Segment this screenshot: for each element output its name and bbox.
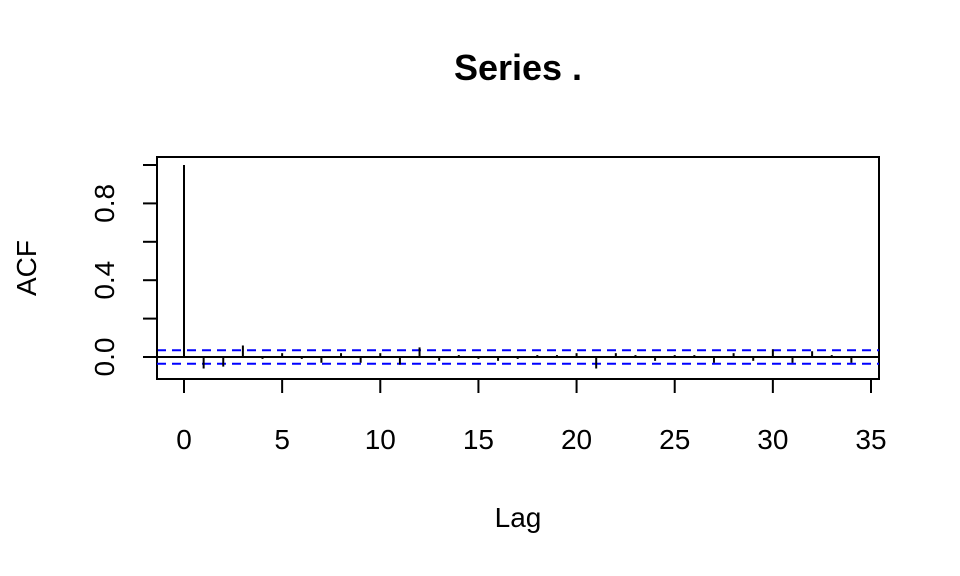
confidence-bounds (157, 349, 879, 365)
x-tick-label-20: 20 (561, 424, 592, 455)
y-axis-title: ACF (11, 240, 42, 296)
x-tick-label-30: 30 (757, 424, 788, 455)
x-tick-label-15: 15 (463, 424, 494, 455)
x-axis-title: Lag (495, 502, 542, 533)
y-tick-label-0.0: 0.0 (89, 338, 120, 377)
x-tick-label-5: 5 (274, 424, 290, 455)
x-tick-label-0: 0 (176, 424, 192, 455)
y-tick-label-0.4: 0.4 (89, 261, 120, 300)
x-tick-label-35: 35 (855, 424, 886, 455)
x-tick-label-25: 25 (659, 424, 690, 455)
chart-title: Series . (454, 47, 582, 88)
y-axis: 0.0 0.4 0.8 (89, 164, 158, 377)
x-axis: 0 5 10 15 20 25 30 35 (176, 378, 887, 455)
x-tick-label-10: 10 (365, 424, 396, 455)
y-tick-label-0.8: 0.8 (89, 184, 120, 223)
plot-frame (156, 156, 880, 380)
acf-bars (183, 165, 853, 369)
